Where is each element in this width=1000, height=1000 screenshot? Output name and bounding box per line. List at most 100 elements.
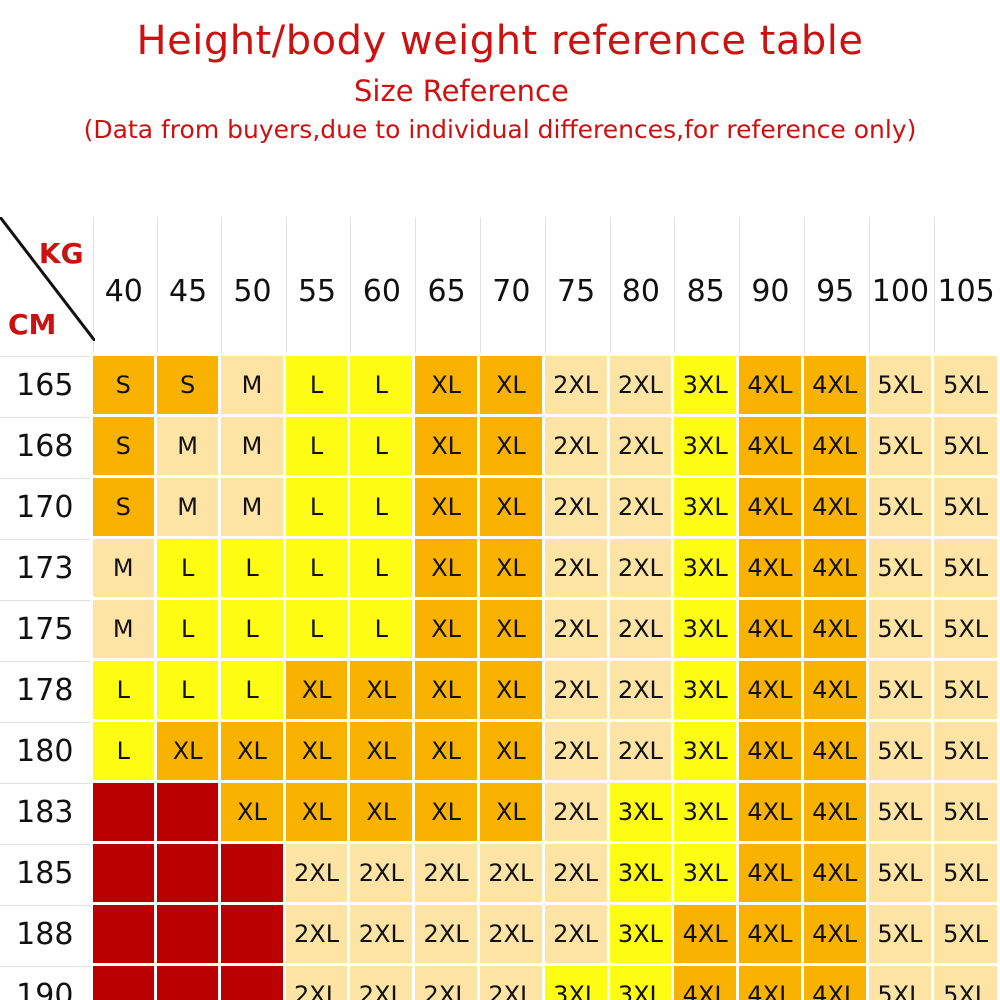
size-cell: XL xyxy=(415,722,477,780)
height-axis-label: CM xyxy=(8,308,57,341)
size-cell: XL xyxy=(415,600,477,658)
size-cell: M xyxy=(92,600,154,658)
size-cell: 4XL xyxy=(803,722,866,780)
size-cell: M xyxy=(221,417,283,475)
size-cell: 3XL xyxy=(674,844,737,902)
table-row: 190 2XL 2XL 2XL 2XL 3XL 3XL 4XL 4XL 4XL 5XL 5XL xyxy=(0,966,997,1000)
size-cell: XL xyxy=(479,600,542,658)
height-row-header: 183 xyxy=(0,783,90,841)
size-cell: XL xyxy=(479,722,542,780)
size-cell: 4XL xyxy=(739,661,801,719)
size-cell: 2XL xyxy=(609,478,672,536)
weight-column-header: 60 xyxy=(350,217,413,353)
size-cell: 3XL xyxy=(544,966,607,1000)
size-cell: 4XL xyxy=(803,661,866,719)
size-cell: XL xyxy=(415,417,477,475)
size-cell: 5XL xyxy=(868,539,932,597)
size-cell: 3XL xyxy=(609,783,672,841)
size-cell: 4XL xyxy=(739,966,801,1000)
size-cell: XL xyxy=(285,783,348,841)
size-cell: 4XL xyxy=(739,356,801,414)
size-cell: XL xyxy=(415,356,477,414)
size-cell: 2XL xyxy=(479,905,542,963)
size-cell: 4XL xyxy=(739,722,801,780)
weight-column-header: 90 xyxy=(739,217,801,353)
size-cell: 4XL xyxy=(739,844,801,902)
size-cell: 3XL xyxy=(674,783,737,841)
size-cell: XL xyxy=(479,661,542,719)
size-cell: L xyxy=(285,417,348,475)
size-cell: XL xyxy=(479,539,542,597)
size-cell: 2XL xyxy=(285,905,348,963)
size-cell: 2XL xyxy=(479,844,542,902)
size-cell: 2XL xyxy=(415,966,477,1000)
size-cell: M xyxy=(221,356,283,414)
size-cell: L xyxy=(350,417,413,475)
size-cell: 5XL xyxy=(934,905,997,963)
size-cell: 4XL xyxy=(803,539,866,597)
size-cell: XL xyxy=(415,661,477,719)
size-cell: XL xyxy=(350,783,413,841)
size-cell: 5XL xyxy=(934,356,997,414)
size-cell: XL xyxy=(415,478,477,536)
unavailable-cell xyxy=(221,966,283,1000)
table-row: 165 S S M L L XL XL 2XL 2XL 3XL 4XL 4XL 5XL 5XL xyxy=(0,356,997,414)
size-cell: L xyxy=(221,661,283,719)
unavailable-cell xyxy=(92,783,154,841)
size-cell: 2XL xyxy=(609,417,672,475)
size-cell: S xyxy=(92,356,154,414)
weight-column-header: 85 xyxy=(674,217,737,353)
size-cell: 2XL xyxy=(544,844,607,902)
diagonal-divider xyxy=(0,217,95,341)
size-cell: 4XL xyxy=(803,783,866,841)
size-cell: 2XL xyxy=(544,539,607,597)
size-cell: 2XL xyxy=(350,844,413,902)
table-row: 180 L XL XL XL XL XL XL 2XL 2XL 3XL 4XL 4XL 5XL 5XL xyxy=(0,722,997,780)
size-cell: 2XL xyxy=(544,356,607,414)
size-cell: 2XL xyxy=(544,661,607,719)
size-cell: 2XL xyxy=(609,722,672,780)
size-cell: 3XL xyxy=(674,356,737,414)
size-cell: XL xyxy=(415,539,477,597)
size-cell: 5XL xyxy=(934,417,997,475)
size-cell: 3XL xyxy=(674,722,737,780)
weight-column-header: 40 xyxy=(92,217,154,353)
weight-column-header: 80 xyxy=(609,217,672,353)
size-cell: 4XL xyxy=(739,539,801,597)
size-cell: 5XL xyxy=(934,600,997,658)
size-cell: XL xyxy=(415,783,477,841)
size-cell: 3XL xyxy=(609,844,672,902)
height-row-header: 168 xyxy=(0,417,90,475)
height-row-header: 180 xyxy=(0,722,90,780)
size-cell: L xyxy=(350,539,413,597)
size-cell: S xyxy=(156,356,219,414)
size-cell: 3XL xyxy=(609,966,672,1000)
table-row: 183 XL XL XL XL XL 2XL 3XL 3XL 4XL 4XL 5XL 5XL xyxy=(0,783,997,841)
height-row-header: 165 xyxy=(0,356,90,414)
unavailable-cell xyxy=(92,844,154,902)
weight-column-header: 50 xyxy=(221,217,283,353)
size-cell: 5XL xyxy=(934,844,997,902)
size-cell: 4XL xyxy=(803,417,866,475)
size-cell: 5XL xyxy=(868,722,932,780)
unavailable-cell xyxy=(156,783,219,841)
size-cell: XL xyxy=(479,356,542,414)
weight-column-header: 95 xyxy=(803,217,866,353)
table-row: 188 2XL 2XL 2XL 2XL 2XL 3XL 4XL 4XL 4XL 5XL 5XL xyxy=(0,905,997,963)
size-cell: 5XL xyxy=(868,905,932,963)
size-cell: 2XL xyxy=(544,905,607,963)
disclaimer-note: (Data from buyers,due to individual diff… xyxy=(83,115,917,144)
unavailable-cell xyxy=(156,905,219,963)
size-cell: 3XL xyxy=(674,417,737,475)
size-cell: L xyxy=(92,722,154,780)
size-cell: 4XL xyxy=(674,905,737,963)
height-row-header: 190 xyxy=(0,966,90,1000)
size-cell: 2XL xyxy=(479,966,542,1000)
size-cell: L xyxy=(350,600,413,658)
size-cell: 4XL xyxy=(739,417,801,475)
table-row: 173 M L L L L XL XL 2XL 2XL 3XL 4XL 4XL 5XL 5XL xyxy=(0,539,997,597)
unavailable-cell xyxy=(221,844,283,902)
table-row: 185 2XL 2XL 2XL 2XL 2XL 3XL 3XL 4XL 4XL 5XL 5XL xyxy=(0,844,997,902)
size-cell: XL xyxy=(156,722,219,780)
unavailable-cell xyxy=(156,844,219,902)
